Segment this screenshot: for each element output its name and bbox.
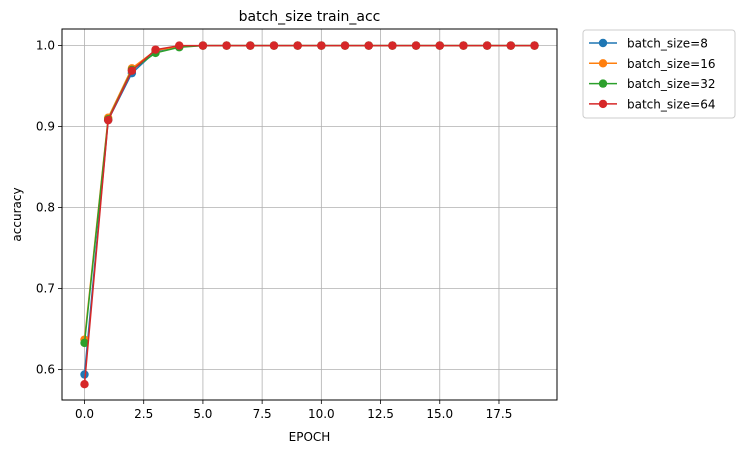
data-point — [198, 41, 208, 50]
series-3 — [80, 41, 539, 389]
data-point — [127, 66, 137, 75]
y-tick-label: 0.7 — [36, 282, 55, 296]
x-tick-label: 5.0 — [193, 407, 212, 421]
data-point — [80, 370, 89, 379]
data-point — [175, 41, 184, 50]
data-point — [293, 41, 302, 50]
data-point — [222, 41, 231, 50]
legend-box — [582, 29, 736, 119]
data-point — [530, 41, 539, 50]
data-point — [411, 41, 421, 50]
legend-label: batch_size=16 — [627, 57, 715, 71]
legend-item: batch_size=32 — [589, 77, 715, 91]
data-point — [364, 41, 373, 50]
y-tick-label: 0.9 — [36, 120, 55, 134]
x-axis-label: EPOCH — [289, 430, 331, 444]
x-tick-label: 0.0 — [75, 407, 94, 421]
data-point — [317, 41, 326, 50]
legend-item: batch_size=64 — [589, 97, 715, 111]
y-tick-label: 0.6 — [36, 363, 55, 377]
data-point — [80, 338, 89, 348]
data-point — [80, 380, 89, 389]
data-point — [506, 41, 516, 50]
data-point — [151, 45, 160, 54]
grid — [62, 29, 557, 400]
x-tick-label: 2.5 — [134, 407, 153, 421]
x-axis: 0.0 2.5 5.0 7.5 10.0 12.5 15.0 17.5 — [75, 400, 512, 421]
legend-marker — [598, 99, 608, 109]
legend: batch_size=8 batch_size=16 batch_size=32ba… — [582, 29, 736, 119]
legend-marker — [598, 59, 608, 68]
data-point — [482, 41, 492, 50]
plot-frame — [61, 28, 558, 401]
series-group — [80, 41, 539, 389]
data-point — [388, 41, 397, 50]
chart-title: batch_size train_acc — [239, 9, 381, 25]
legend-label: batch_size=8 — [627, 37, 708, 51]
legend-marker — [598, 79, 608, 88]
y-axis-label: accuracy — [10, 187, 24, 241]
legend-label: batch_size=64 — [627, 97, 715, 111]
x-tick-label: 15.0 — [426, 407, 453, 421]
legend-marker — [598, 38, 608, 48]
data-point — [340, 41, 350, 50]
y-tick-label: 0.8 — [36, 201, 55, 215]
x-tick-label: 10.0 — [308, 407, 335, 421]
data-point — [246, 41, 255, 50]
legend-item: batch_size=8 — [589, 37, 708, 51]
data-point — [269, 41, 279, 50]
data-point — [435, 41, 444, 50]
x-tick-label: 7.5 — [253, 407, 272, 421]
x-tick-label: 12.5 — [367, 407, 394, 421]
data-point — [459, 41, 468, 50]
x-tick-label: 17.5 — [486, 407, 513, 421]
y-tick-label: 1.0 — [36, 39, 55, 53]
y-axis: 0.6 0.7 0.8 0.9 1.0 — [36, 39, 62, 377]
data-point — [103, 115, 113, 125]
legend-label: batch_size=32 — [627, 77, 715, 91]
legend-item: batch_size=16 — [589, 57, 715, 71]
